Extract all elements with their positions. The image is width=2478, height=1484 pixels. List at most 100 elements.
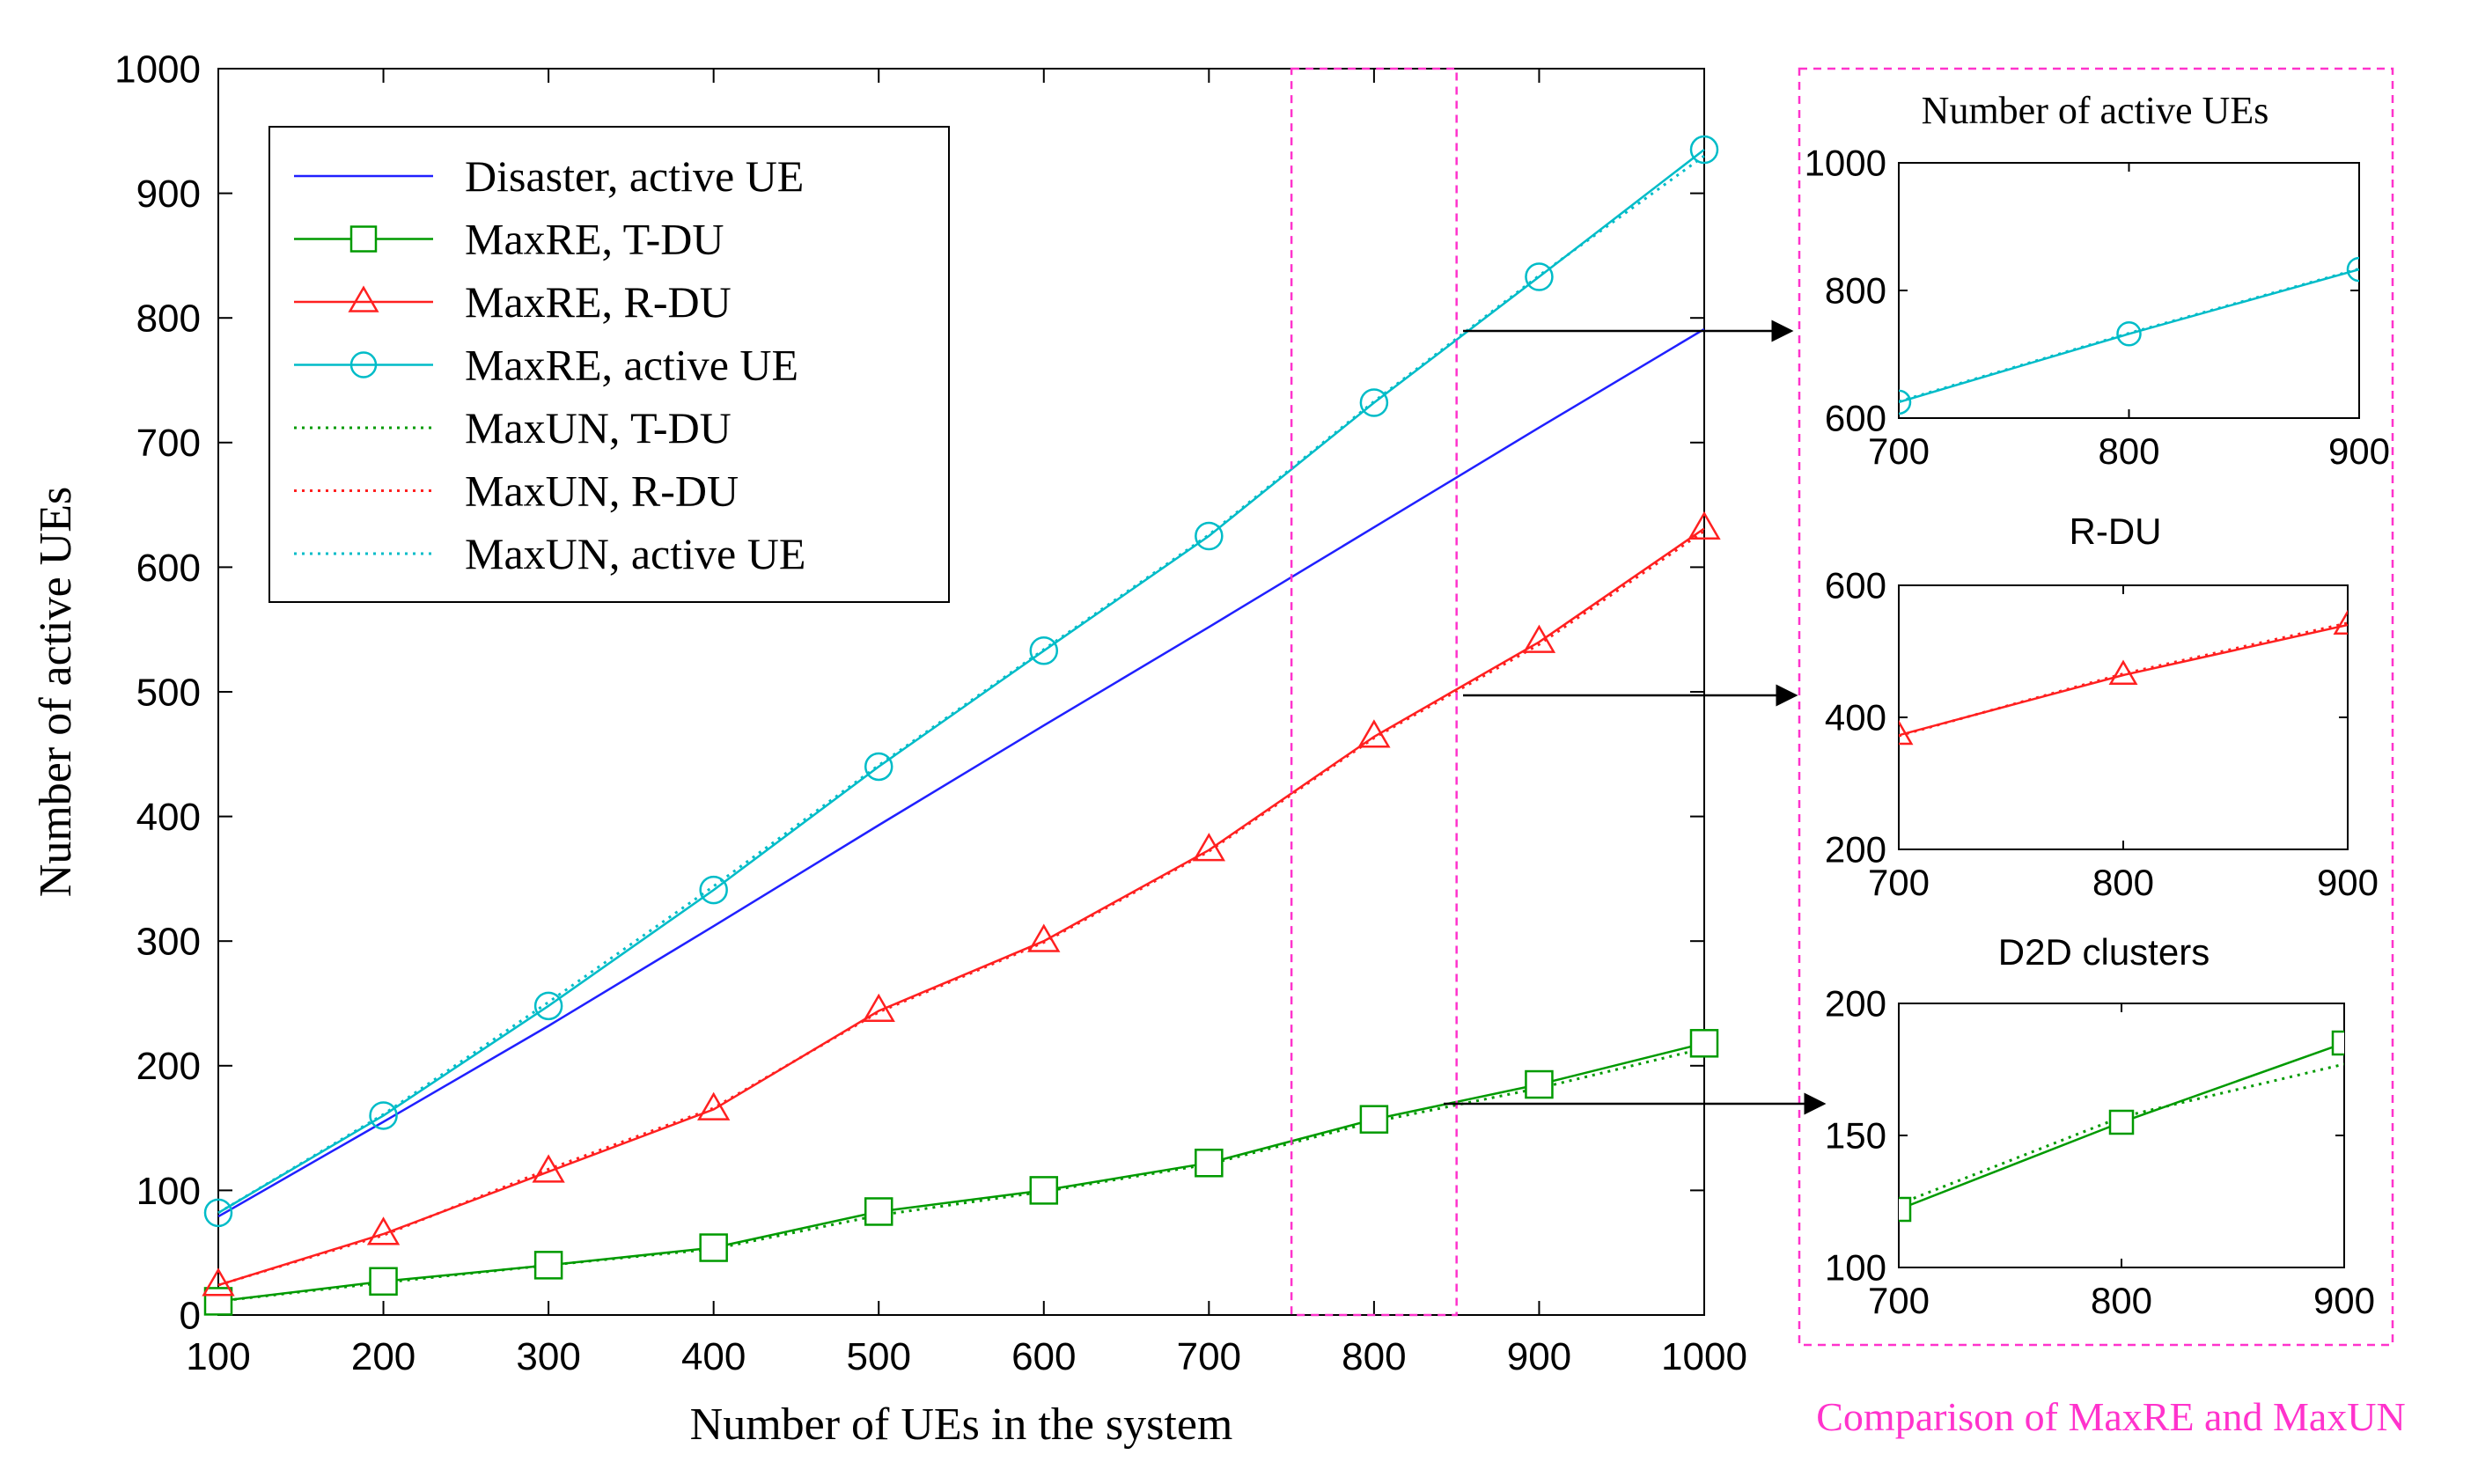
inset-d2d-xtick-label: 800	[2091, 1280, 2152, 1321]
comparison-caption: Comparison of MaxRE and MaxUN	[1816, 1394, 2405, 1439]
inset-d2d-series-1-point	[2108, 1109, 2135, 1135]
main-series-4-point	[699, 875, 728, 905]
inset-active-ytick-label: 600	[1825, 398, 1886, 439]
inset-active-xtick-label: 700	[1868, 430, 1930, 472]
legend-marker-4	[349, 351, 378, 378]
main-series-4-point	[203, 1198, 233, 1228]
main-ytick-label: 0	[180, 1294, 201, 1337]
main-xtick-label: 900	[1507, 1335, 1571, 1378]
inset-active-series-1-point	[2116, 321, 2142, 347]
main-series-3-point	[366, 1216, 401, 1245]
main-ytick-label: 700	[136, 422, 201, 465]
inset-rdu-series-1-point	[1899, 719, 1914, 746]
main-series-3-point	[1522, 624, 1556, 653]
inset-d2d-series-1-point	[1899, 1196, 1912, 1223]
inset-d2d-ytick-label: 100	[1825, 1247, 1886, 1289]
x-axis-label: Number of UEs in the system	[690, 1400, 1233, 1450]
main-ytick-label: 900	[136, 173, 201, 216]
main-xtick-label: 1000	[1661, 1335, 1747, 1378]
legend-label-4: MaxRE, active UE	[465, 341, 798, 390]
main-ytick-label: 600	[136, 547, 201, 590]
main-series-2-point	[699, 1233, 728, 1262]
main-series-4-point	[1359, 388, 1389, 417]
main-series-3-point	[1688, 511, 1721, 540]
main-series-2-point	[1195, 1148, 1224, 1178]
highlight-region	[1290, 67, 1458, 1317]
main-x-ticks: 100 200 300 400 500 600 700 800 900 1000	[186, 69, 1747, 1378]
main-ytick-label: 800	[136, 298, 201, 341]
inset-active-series-1-point	[1899, 389, 1912, 415]
main-xtick-label: 100	[186, 1335, 250, 1378]
legend: Disaster, active UE MaxRE, T-DU MaxRE, R-D…	[294, 151, 805, 578]
main-series-2-point	[369, 1267, 398, 1297]
main-series-2-point	[1525, 1069, 1554, 1099]
main-series-3-point	[202, 1267, 235, 1297]
inset-d2d-y-ticks: 100 150 200	[1825, 983, 2344, 1289]
main-series-4-point	[1195, 521, 1224, 551]
inset-active-xtick-label: 800	[2098, 430, 2159, 472]
main-ytick-label: 100	[136, 1170, 201, 1213]
main-series-4-point	[1525, 262, 1554, 291]
main-series-2-point	[1359, 1105, 1389, 1134]
inset-rdu-x-ticks: 700 800 900	[1868, 585, 2379, 903]
main-xtick-label: 400	[681, 1335, 746, 1378]
main-ytick-label: 1000	[114, 48, 201, 91]
main-series-3-point	[862, 993, 895, 1022]
inset-active-ytick-label: 800	[1825, 270, 1886, 312]
inset-rdu-series-1-line	[1899, 623, 2348, 737]
inset-rdu-xtick-label: 700	[1868, 862, 1930, 903]
legend-label-6: MaxUN, R-DU	[465, 467, 739, 516]
inset-active-ytick-label: 1000	[1805, 143, 1886, 184]
main-series-2-point	[1689, 1029, 1719, 1058]
inset-d2d-plot: 700 800 900 100 150 200	[1825, 983, 2375, 1321]
legend-label-1: Disaster, active UE	[465, 151, 804, 201]
main-series-4-point	[533, 991, 563, 1021]
main-ytick-label: 500	[136, 671, 201, 714]
main-xtick-label: 600	[1011, 1335, 1076, 1378]
inset-d2d-frame	[1898, 1003, 2345, 1268]
inset-rdu-title: R-DU	[2070, 511, 2162, 552]
inset-active-series-2-line	[1899, 267, 2359, 403]
inset-rdu-series-1-point	[2333, 609, 2348, 635]
inset-d2d-xtick-label: 700	[1868, 1280, 1930, 1321]
inset-rdu-series	[1899, 609, 2348, 746]
inset-rdu-y-ticks: 200 400 600	[1825, 565, 2348, 871]
main-xtick-label: 500	[847, 1335, 911, 1378]
inset-d2d-ytick-label: 200	[1825, 983, 1886, 1025]
inset-active-x-ticks: 700 800 900	[1868, 163, 2390, 472]
inset-d2d-x-ticks: 700 800 900	[1868, 1003, 2375, 1321]
inset-active-series-1-point	[2346, 256, 2359, 283]
main-series-2-point	[864, 1197, 893, 1226]
main-series-3-point	[1192, 833, 1226, 862]
main-series-4-point	[864, 752, 893, 782]
main-series-5-line	[217, 1047, 1705, 1303]
inset-active-plot: 700 800 900 600 800 1000	[1805, 143, 2390, 472]
legend-label-5: MaxUN, T-DU	[465, 403, 732, 452]
inset-d2d-series	[1899, 1030, 2344, 1223]
main-series-2-point	[533, 1251, 563, 1280]
main-ytick-label: 300	[136, 921, 201, 964]
main-series-2-line	[217, 1042, 1705, 1303]
inset-active-xtick-label: 900	[2328, 430, 2390, 472]
inset-rdu-ytick-label: 600	[1825, 565, 1886, 606]
legend-label-2: MaxRE, T-DU	[465, 215, 724, 264]
main-series-4-point	[1029, 636, 1059, 665]
inset-rdu-xtick-label: 900	[2317, 862, 2379, 903]
legend-marker-2	[349, 225, 378, 253]
main-series-2-point	[203, 1287, 233, 1316]
inset-rdu-series-1-point	[2108, 659, 2138, 685]
inset-active-y-ticks: 600 800 1000	[1805, 143, 2359, 439]
main-series-3-point	[1357, 719, 1391, 748]
inset-d2d-series-1-point	[2331, 1030, 2344, 1056]
main-series-1-line	[217, 327, 1705, 1218]
main-xtick-label: 300	[516, 1335, 580, 1378]
main-series-3-point	[696, 1091, 731, 1120]
main-ytick-label: 400	[136, 796, 201, 839]
main-series-4-point	[1689, 135, 1719, 165]
inset-rdu-plot: 700 800 900 200 400 600	[1825, 565, 2379, 903]
y-axis-label: Number of active UEs	[31, 487, 81, 897]
inset-rdu-ytick-label: 200	[1825, 829, 1886, 871]
main-y-ticks: 0 100 200 300 400 500 600 700 800 900 1000	[114, 48, 1704, 1337]
inset-rdu-xtick-label: 800	[2092, 862, 2154, 903]
